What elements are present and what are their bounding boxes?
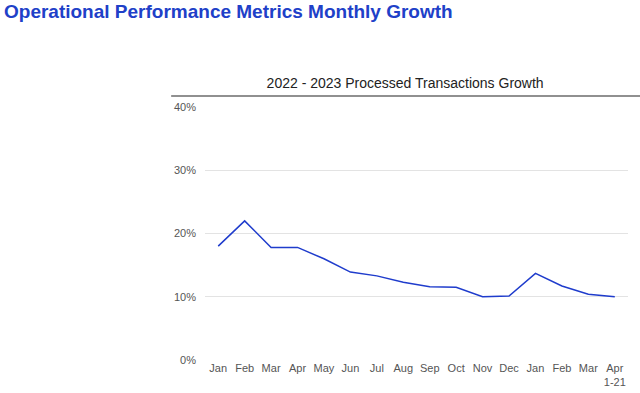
- svg-text:2022 - 2023 Processed Transact: 2022 - 2023 Processed Transactions Growt…: [267, 75, 544, 91]
- svg-text:40%: 40%: [174, 101, 196, 113]
- svg-text:Mar: Mar: [262, 362, 281, 374]
- svg-text:0%: 0%: [180, 354, 196, 366]
- svg-text:Apr: Apr: [289, 362, 306, 374]
- svg-text:30%: 30%: [174, 164, 196, 176]
- svg-text:Mar: Mar: [579, 362, 598, 374]
- svg-text:Apr1-21: Apr1-21: [604, 362, 626, 388]
- svg-text:Jun: Jun: [342, 362, 360, 374]
- svg-text:Dec: Dec: [499, 362, 519, 374]
- svg-text:Nov: Nov: [473, 362, 493, 374]
- svg-text:Jul: Jul: [370, 362, 384, 374]
- html-text:Operational Performance Metric: Operational Performance Metrics Monthly …: [4, 1, 453, 22]
- svg-text:May: May: [314, 362, 335, 374]
- svg-text:Aug: Aug: [393, 362, 413, 374]
- svg-text:Oct: Oct: [448, 362, 465, 374]
- svg-text:Jan: Jan: [209, 362, 227, 374]
- svg-text:Feb: Feb: [235, 362, 254, 374]
- svg-text:Feb: Feb: [552, 362, 571, 374]
- svg-text:Jan: Jan: [527, 362, 545, 374]
- svg-text:10%: 10%: [174, 291, 196, 303]
- svg-text:Sep: Sep: [420, 362, 440, 374]
- svg-text:20%: 20%: [174, 227, 196, 239]
